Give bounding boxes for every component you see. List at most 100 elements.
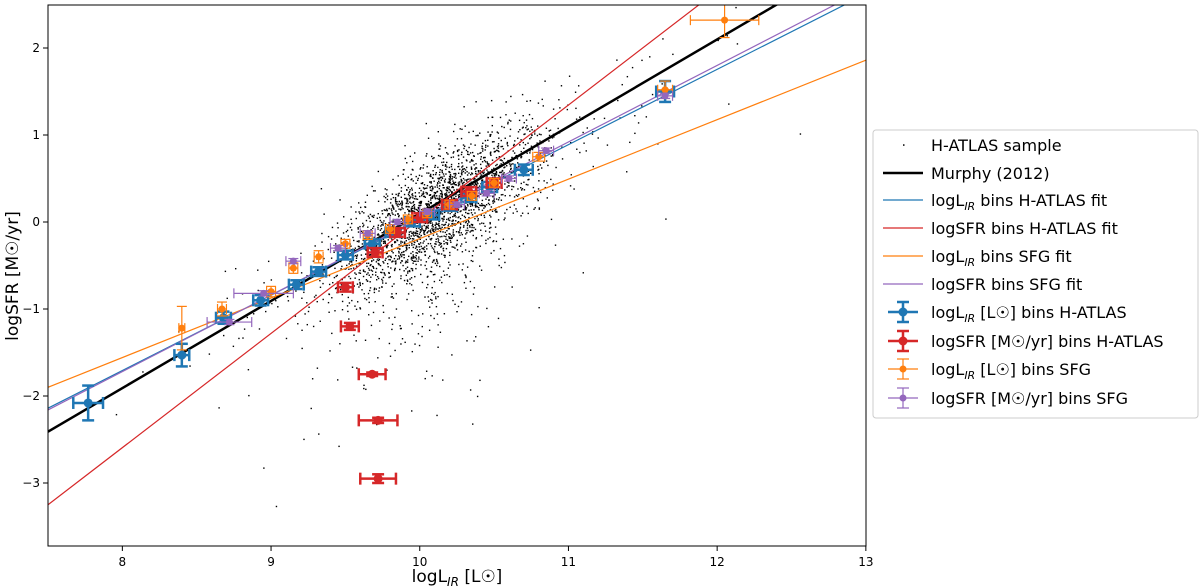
sample-point <box>339 343 341 345</box>
sample-point <box>498 156 501 158</box>
sample-point <box>452 186 455 189</box>
sample-point <box>377 357 379 359</box>
sample-point <box>464 205 467 207</box>
sample-point <box>460 245 462 247</box>
sample-point <box>378 234 380 236</box>
sample-point <box>431 299 433 302</box>
sample-point <box>450 165 453 168</box>
sample-point <box>453 197 455 199</box>
sample-point <box>426 193 428 195</box>
sample-point <box>447 219 450 221</box>
legend-marker <box>899 394 907 402</box>
sample-point <box>381 232 383 234</box>
sample-point <box>446 195 448 197</box>
sample-point <box>418 256 420 258</box>
sample-point <box>420 259 422 261</box>
sample-point <box>470 159 473 162</box>
sample-point <box>406 244 408 247</box>
sample-point <box>399 202 402 205</box>
sample-point <box>358 278 360 281</box>
sample-point <box>366 273 368 276</box>
sample-point <box>381 278 383 281</box>
sample-point <box>448 191 450 194</box>
sample-point <box>429 189 432 192</box>
sample-point <box>414 256 417 259</box>
sample-point <box>414 275 416 278</box>
sample-point <box>413 203 416 206</box>
sample-point <box>308 306 310 308</box>
sample-point <box>426 165 428 168</box>
sample-point <box>426 172 428 174</box>
sample-point <box>520 187 522 189</box>
sample-point <box>421 194 423 197</box>
sample-point <box>335 243 337 245</box>
sample-point <box>484 161 487 163</box>
sample-point <box>471 203 474 206</box>
sample-point <box>432 195 434 197</box>
sample-point <box>402 251 405 253</box>
sample-point <box>443 224 445 226</box>
sample-point <box>529 349 532 351</box>
sample-point <box>462 263 464 265</box>
sample-point <box>491 210 494 212</box>
sample-point <box>368 314 370 316</box>
sample-point <box>543 180 545 182</box>
sample-point <box>411 189 413 191</box>
sample-point <box>413 235 415 237</box>
sample-point <box>568 75 571 77</box>
sample-point <box>386 245 388 248</box>
sample-point <box>495 173 498 175</box>
sample-point <box>471 202 474 205</box>
sample-point <box>458 183 461 185</box>
sample-point <box>460 232 462 234</box>
sample-point <box>435 222 437 224</box>
sample-point <box>439 331 442 333</box>
sample-point <box>443 240 445 242</box>
sample-point <box>433 194 436 196</box>
sample-point <box>485 198 487 200</box>
sample-point <box>398 200 401 203</box>
sample-point <box>458 162 460 165</box>
sample-point <box>481 209 484 212</box>
sample-point <box>576 148 578 150</box>
sample-point <box>431 261 434 263</box>
sample-point <box>472 293 475 295</box>
sample-point <box>471 173 474 175</box>
sample-point <box>435 195 438 197</box>
sample-point <box>516 195 519 197</box>
sample-point <box>431 292 433 295</box>
sample-point <box>380 227 383 230</box>
sample-point <box>489 223 491 225</box>
sample-point <box>496 145 499 148</box>
sample-point <box>498 264 500 267</box>
sample-point <box>328 283 331 286</box>
sample-point <box>431 302 433 304</box>
sample-point <box>434 164 437 167</box>
sample-point <box>400 277 402 280</box>
sample-point <box>423 184 426 186</box>
sample-point <box>480 204 482 207</box>
sample-point <box>487 131 489 133</box>
sample-point <box>381 282 384 284</box>
sample-point <box>459 128 461 130</box>
sample-point <box>392 206 394 208</box>
sample-point <box>319 279 321 282</box>
sample-point <box>457 184 460 187</box>
sample-point <box>350 268 352 270</box>
sample-point <box>394 197 397 199</box>
sample-point <box>665 218 667 220</box>
sample-point <box>429 221 431 223</box>
sample-point <box>440 190 443 192</box>
sample-point <box>523 189 526 191</box>
sample-point <box>511 188 513 191</box>
sample-point <box>445 192 448 194</box>
sample-point <box>348 263 350 265</box>
sample-point <box>527 212 529 215</box>
sample-point <box>436 186 439 188</box>
sample-point <box>431 185 433 187</box>
sample-point <box>436 233 438 235</box>
sample-point <box>406 259 409 261</box>
sample-point <box>412 180 414 182</box>
sample-point <box>497 147 500 149</box>
sample-point <box>393 283 395 285</box>
